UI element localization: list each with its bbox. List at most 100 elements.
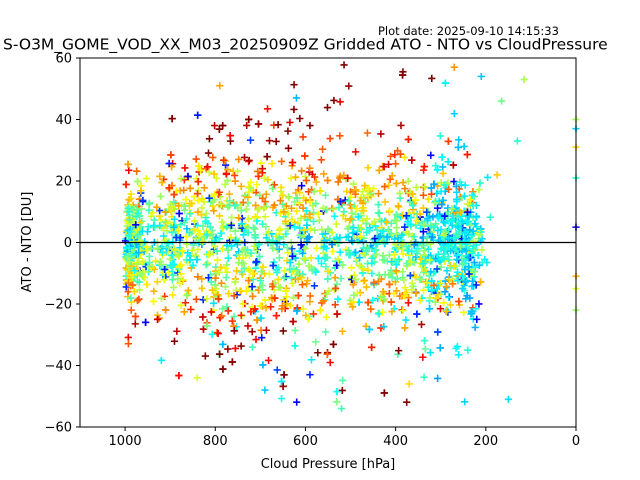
data-point [374, 201, 383, 209]
data-point [286, 222, 294, 230]
data-point [405, 380, 413, 388]
data-point [226, 132, 234, 140]
data-point [258, 165, 267, 173]
data-point [439, 163, 447, 171]
data-point [179, 276, 187, 284]
data-point [461, 398, 469, 406]
data-point [472, 305, 480, 313]
data-point [221, 180, 229, 189]
data-point [442, 283, 450, 291]
data-point [168, 115, 176, 123]
data-point [343, 187, 351, 196]
data-point [421, 247, 429, 255]
data-point [426, 240, 434, 248]
data-point [322, 328, 330, 336]
data-point [427, 151, 435, 159]
data-point [219, 365, 227, 373]
data-point [448, 205, 456, 213]
data-point [192, 234, 200, 243]
data-point [404, 135, 412, 143]
data-point [417, 320, 426, 329]
data-point [177, 270, 185, 278]
data-point [296, 189, 304, 197]
data-point [149, 209, 157, 217]
data-point [310, 173, 319, 181]
data-point [381, 198, 389, 206]
data-point [135, 295, 143, 303]
data-point [173, 327, 181, 335]
data-point [322, 263, 330, 271]
data-point [392, 287, 401, 295]
data-point [147, 244, 155, 253]
data-point [426, 256, 434, 264]
data-point [306, 121, 314, 130]
data-point [299, 270, 307, 279]
data-point [263, 153, 271, 161]
data-point [277, 377, 286, 386]
data-point [304, 315, 313, 323]
data-point [210, 170, 218, 178]
data-point [504, 395, 512, 403]
data-point [219, 340, 227, 348]
data-point [136, 223, 144, 231]
data-point [472, 281, 480, 289]
data-point [460, 308, 468, 317]
data-point [303, 277, 312, 285]
data-point [182, 215, 191, 223]
data-point [431, 197, 440, 205]
data-point [170, 223, 178, 231]
data-point [373, 226, 381, 234]
x-tick-label: 200 [473, 434, 498, 449]
data-point [290, 105, 298, 114]
data-point [245, 156, 253, 165]
data-point [450, 262, 458, 270]
data-point [275, 245, 283, 253]
data-point [213, 329, 221, 337]
data-point [252, 246, 260, 254]
data-point [421, 345, 429, 353]
data-point [393, 230, 401, 238]
data-point [301, 172, 310, 181]
data-point [267, 303, 275, 311]
data-point [213, 256, 222, 264]
data-point [368, 343, 376, 351]
data-point [379, 252, 387, 260]
data-point [333, 388, 341, 396]
data-point [453, 195, 461, 204]
data-point [352, 148, 360, 156]
data-point [367, 305, 375, 313]
data-point [299, 194, 308, 202]
data-point [197, 211, 206, 219]
data-point [450, 63, 458, 71]
data-point [137, 205, 146, 213]
data-point [434, 226, 442, 235]
data-point [326, 358, 334, 367]
data-point [182, 195, 190, 204]
data-point [289, 267, 298, 275]
data-point [215, 188, 223, 196]
data-point [339, 376, 347, 385]
data-point [380, 389, 388, 397]
data-point [301, 212, 309, 220]
data-point [287, 204, 296, 212]
data-point [269, 244, 277, 252]
data-point [340, 208, 348, 216]
data-point [192, 155, 200, 163]
y-tick-label: 40 [55, 113, 72, 128]
data-point [455, 297, 463, 306]
data-point [400, 276, 408, 284]
data-point [145, 252, 153, 261]
data-point [237, 182, 245, 190]
data-point [276, 225, 284, 233]
data-point [336, 132, 344, 140]
data-point [367, 189, 375, 198]
data-point [407, 258, 415, 266]
data-point [416, 255, 425, 263]
data-point [344, 233, 352, 241]
data-point [174, 226, 182, 235]
data-point [298, 281, 306, 289]
data-point [276, 196, 285, 205]
data-point [298, 274, 306, 282]
data-point [375, 166, 383, 174]
data-point [215, 235, 224, 243]
